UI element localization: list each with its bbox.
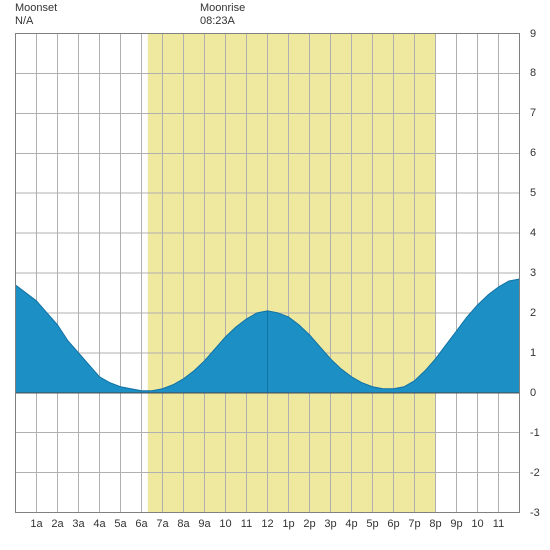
y-tick-label: -3 (530, 507, 540, 519)
y-tick-label: 8 (530, 67, 536, 79)
y-tick-label: 1 (530, 347, 536, 359)
tide-chart-container: Moonset N/A Moonrise 08:23A 1a 2a 3a 4a 5a 6a… (0, 0, 550, 550)
moonset-label: Moonset (15, 2, 57, 15)
x-tick-label: 11 (241, 518, 252, 530)
tide-chart (15, 33, 520, 513)
y-tick-label: 4 (530, 227, 536, 239)
x-tick-label: 10 (219, 518, 231, 530)
y-tick-label: 9 (530, 28, 536, 40)
moonrise-value: 08:23A (200, 15, 235, 28)
y-tick-label: -2 (530, 467, 540, 479)
x-tick-label: 4p (345, 518, 357, 530)
y-tick-label: 3 (530, 267, 536, 279)
x-tick-label: 11 (493, 518, 504, 530)
x-tick-label: 6a (135, 518, 147, 530)
x-tick-label: 1a (30, 518, 42, 530)
x-tick-label: 9a (198, 518, 210, 530)
x-tick-label: 9p (450, 518, 462, 530)
x-tick-label: 5p (366, 518, 378, 530)
y-tick-label: -1 (530, 427, 540, 439)
x-tick-label: 2p (303, 518, 315, 530)
x-tick-label: 4a (93, 518, 105, 530)
x-tick-label: 1p (282, 518, 294, 530)
y-tick-label: 0 (530, 387, 536, 399)
x-tick-label: 8a (177, 518, 189, 530)
y-tick-label: 5 (530, 187, 536, 199)
y-tick-label: 2 (530, 307, 536, 319)
moonrise-label: Moonrise (200, 2, 245, 15)
x-tick-label: 7p (408, 518, 420, 530)
x-tick-label: 3a (72, 518, 84, 530)
x-tick-label: 6p (387, 518, 399, 530)
x-tick-label: 8p (429, 518, 441, 530)
x-tick-label: 12 (261, 518, 273, 530)
x-tick-label: 3p (324, 518, 336, 530)
y-tick-label: 6 (530, 147, 536, 159)
x-tick-label: 2a (51, 518, 63, 530)
moonset-value: N/A (15, 15, 33, 28)
x-tick-label: 7a (156, 518, 168, 530)
y-tick-label: 7 (530, 107, 536, 119)
x-tick-label: 5a (114, 518, 126, 530)
x-tick-label: 10 (471, 518, 483, 530)
